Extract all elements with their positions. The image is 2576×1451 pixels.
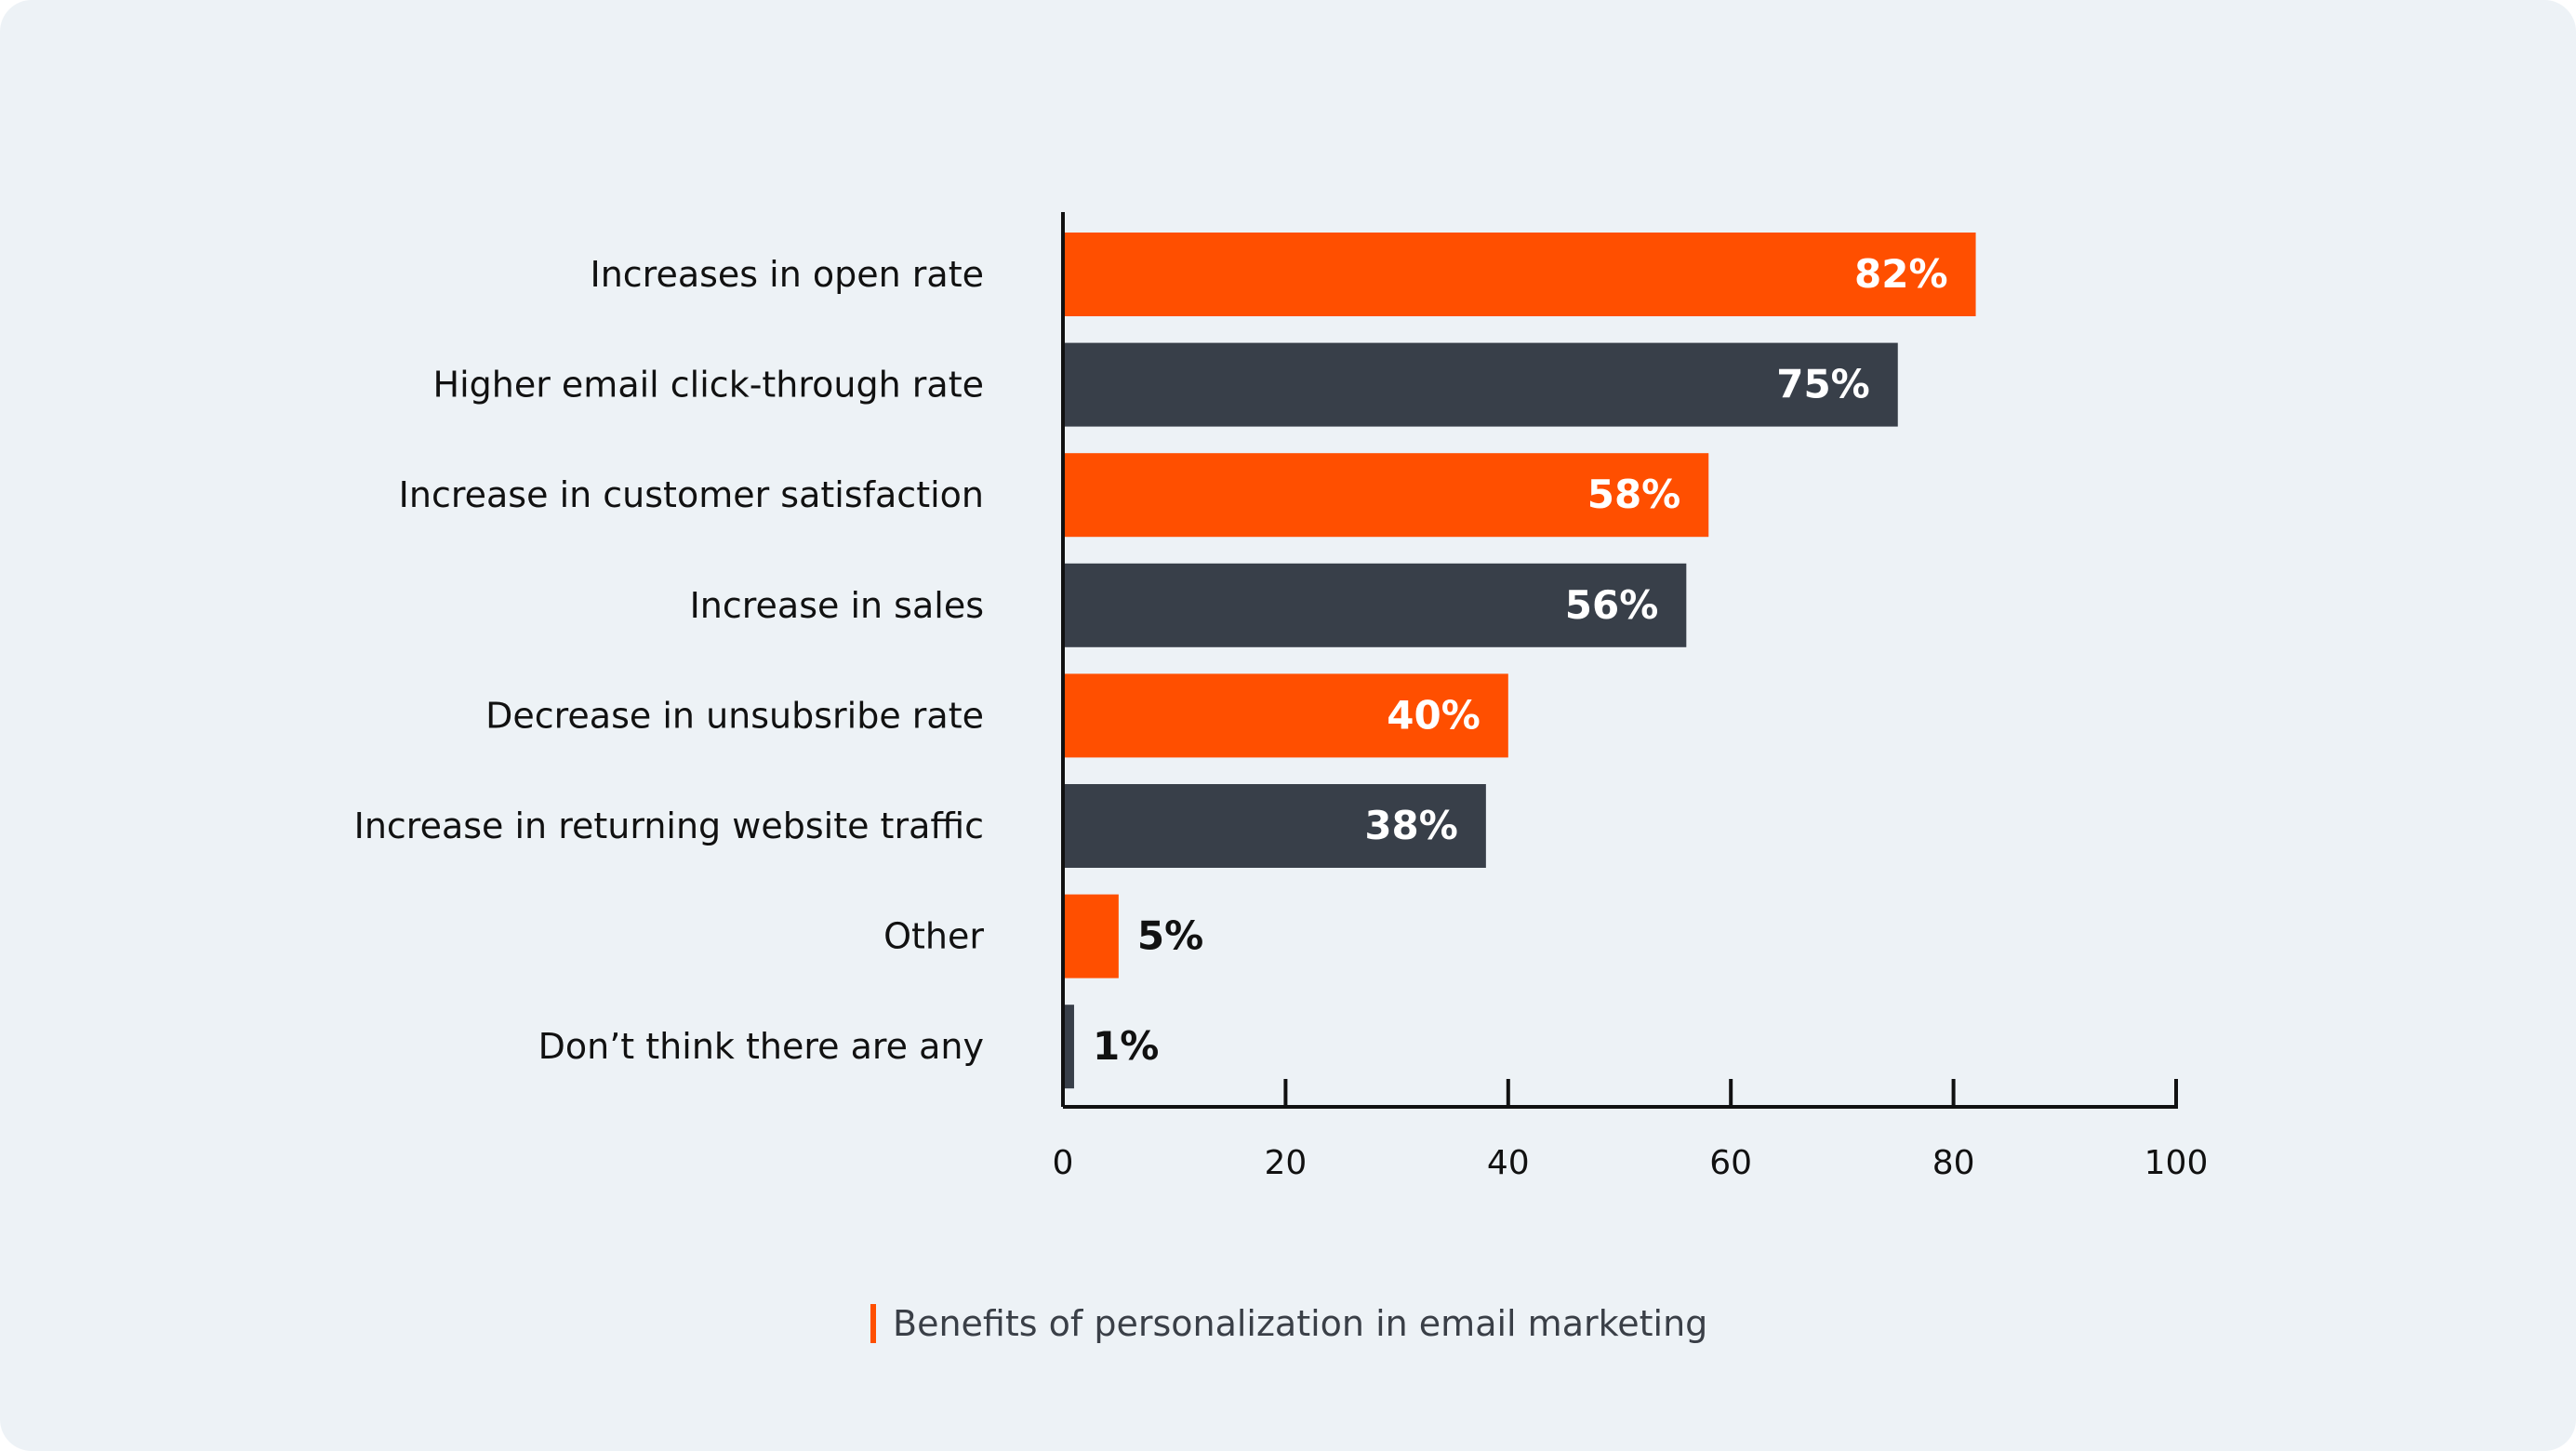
x-tick-label: 20 <box>1264 1144 1307 1182</box>
legend-swatch <box>870 1304 876 1343</box>
x-tick-label: 80 <box>1932 1144 1975 1182</box>
x-tick-label: 100 <box>2144 1144 2209 1182</box>
category-label: Decrease in unsubsribe rate <box>485 695 984 736</box>
category-label: Don’t think there are any <box>538 1026 984 1067</box>
x-tick-label: 0 <box>1053 1144 1074 1182</box>
value-label: 56% <box>1565 582 1659 628</box>
bar <box>1063 894 1119 978</box>
value-label: 82% <box>1854 251 1948 297</box>
legend: Benefits of personalization in email mar… <box>870 1300 1707 1347</box>
category-label: Increases in open rate <box>590 254 984 295</box>
x-tick-label: 60 <box>1709 1144 1752 1182</box>
bar <box>1063 673 1508 758</box>
x-tick-label: 40 <box>1487 1144 1530 1182</box>
value-label: 5% <box>1137 913 1203 959</box>
category-label: Other <box>883 916 984 957</box>
category-label: Higher email click-through rate <box>433 365 985 406</box>
bar <box>1063 1005 1074 1089</box>
legend-label: Benefits of personalization in email mar… <box>893 1303 1708 1344</box>
value-label: 1% <box>1093 1023 1159 1069</box>
value-label: 75% <box>1776 362 1870 407</box>
bar <box>1063 453 1709 538</box>
bar <box>1063 563 1687 647</box>
category-label: Increase in returning website traffic <box>354 805 984 846</box>
value-label: 40% <box>1387 692 1481 738</box>
bar <box>1063 342 1898 427</box>
bar <box>1063 233 1976 316</box>
category-label: Increase in sales <box>690 585 984 626</box>
bar <box>1063 784 1486 868</box>
category-label: Increase in customer satisfaction <box>399 474 984 515</box>
value-label: 58% <box>1587 472 1681 517</box>
value-label: 38% <box>1364 803 1458 848</box>
